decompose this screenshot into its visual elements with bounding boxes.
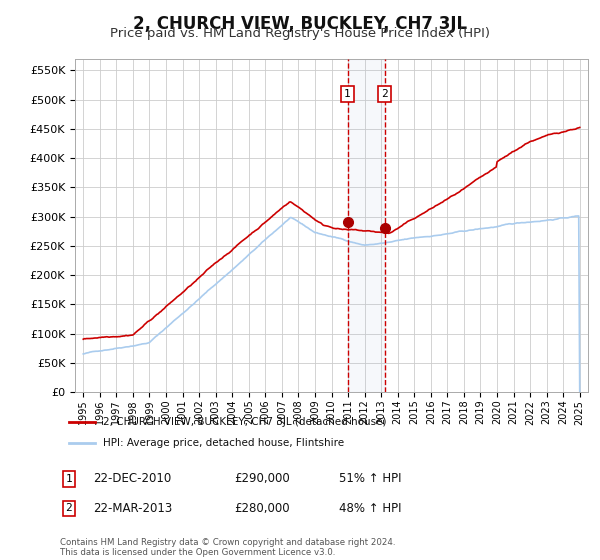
Text: 2: 2 <box>65 503 73 514</box>
Text: 1: 1 <box>65 474 73 484</box>
Bar <box>347 59 385 392</box>
Text: Price paid vs. HM Land Registry's House Price Index (HPI): Price paid vs. HM Land Registry's House … <box>110 27 490 40</box>
Text: £280,000: £280,000 <box>234 502 290 515</box>
Text: HPI: Average price, detached house, Flintshire: HPI: Average price, detached house, Flin… <box>103 438 344 448</box>
Text: 2, CHURCH VIEW, BUCKLEY, CH7 3JL (detached house): 2, CHURCH VIEW, BUCKLEY, CH7 3JL (detach… <box>103 417 387 427</box>
Text: 1: 1 <box>344 89 351 99</box>
Text: 48% ↑ HPI: 48% ↑ HPI <box>339 502 401 515</box>
Text: 2: 2 <box>382 89 388 99</box>
Text: 2, CHURCH VIEW, BUCKLEY, CH7 3JL: 2, CHURCH VIEW, BUCKLEY, CH7 3JL <box>133 15 467 32</box>
Text: £290,000: £290,000 <box>234 472 290 486</box>
Text: 22-DEC-2010: 22-DEC-2010 <box>93 472 171 486</box>
Text: 22-MAR-2013: 22-MAR-2013 <box>93 502 172 515</box>
Text: Contains HM Land Registry data © Crown copyright and database right 2024.
This d: Contains HM Land Registry data © Crown c… <box>60 538 395 557</box>
Text: 51% ↑ HPI: 51% ↑ HPI <box>339 472 401 486</box>
